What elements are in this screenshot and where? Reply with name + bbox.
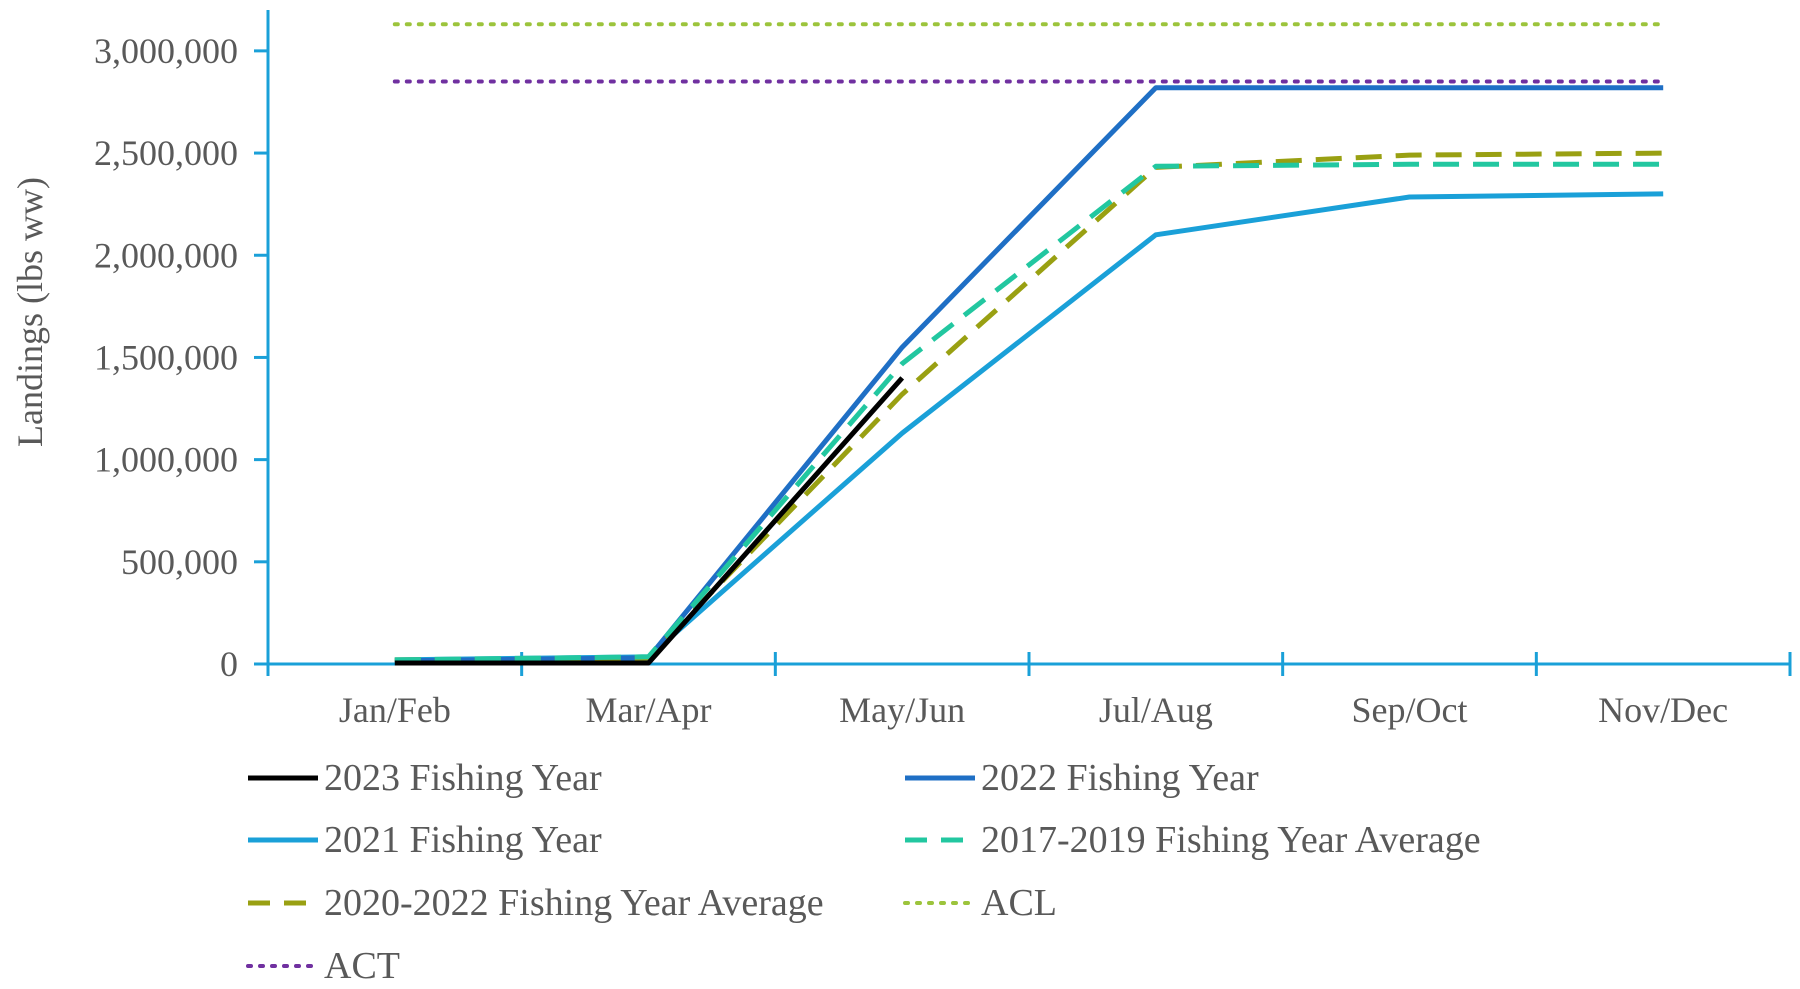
x-tick-label: Mar/Apr xyxy=(586,690,712,730)
legend-label: 2020-2022 Fishing Year Average xyxy=(324,882,824,924)
x-tick-label: Sep/Oct xyxy=(1352,690,1468,730)
axes xyxy=(254,10,1792,676)
legend-item: 2017-2019 Fishing Year Average xyxy=(905,819,1481,861)
x-tick-label: Jul/Aug xyxy=(1099,690,1213,730)
reference-lines xyxy=(392,22,1666,84)
series-line-2022-fishing-year xyxy=(394,85,1664,664)
y-tick-label: 500,000 xyxy=(121,542,238,582)
legend-item: ACT xyxy=(246,945,400,987)
legend-item: ACL xyxy=(903,882,1057,924)
x-tick-label: Jan/Feb xyxy=(339,690,451,730)
series-line-2020-2022-fishing-year-average xyxy=(394,150,1664,663)
legend-item: 2020-2022 Fishing Year Average xyxy=(248,882,824,924)
y-tick-label: 3,000,000 xyxy=(94,31,238,71)
legend-item: 2023 Fishing Year xyxy=(248,757,602,799)
series-line-2023-fishing-year xyxy=(394,376,905,666)
legend-label: 2023 Fishing Year xyxy=(324,757,602,799)
legend-label: ACT xyxy=(324,945,400,987)
legend-item: 2021 Fishing Year xyxy=(248,819,602,861)
y-tick-label: 0 xyxy=(220,644,238,684)
legend-label: 2022 Fishing Year xyxy=(981,757,1259,799)
data-series xyxy=(394,85,1664,666)
y-tick-label: 2,500,000 xyxy=(94,133,238,173)
legend-item: 2022 Fishing Year xyxy=(905,757,1259,799)
tick-labels: 0 500,000 1,000,000 1,500,000 2,000,000 2,500… xyxy=(94,31,1728,730)
legend-label: 2017-2019 Fishing Year Average xyxy=(981,819,1481,861)
legend-label: ACL xyxy=(981,882,1057,924)
x-tick-label: Nov/Dec xyxy=(1598,690,1728,730)
legend-label: 2021 Fishing Year xyxy=(324,819,602,861)
y-tick-label: 1,000,000 xyxy=(94,440,238,480)
x-tick-label: May/Jun xyxy=(839,690,965,730)
legend: 2023 Fishing Year 2022 Fishing Year 2021 F… xyxy=(246,757,1481,987)
y-axis-title: Landings (lbs ww) xyxy=(10,177,50,447)
y-tick-label: 2,000,000 xyxy=(94,235,238,275)
series-line-2017-2019-fishing-year-average xyxy=(394,161,1664,663)
y-tick-label: 1,500,000 xyxy=(94,337,238,377)
